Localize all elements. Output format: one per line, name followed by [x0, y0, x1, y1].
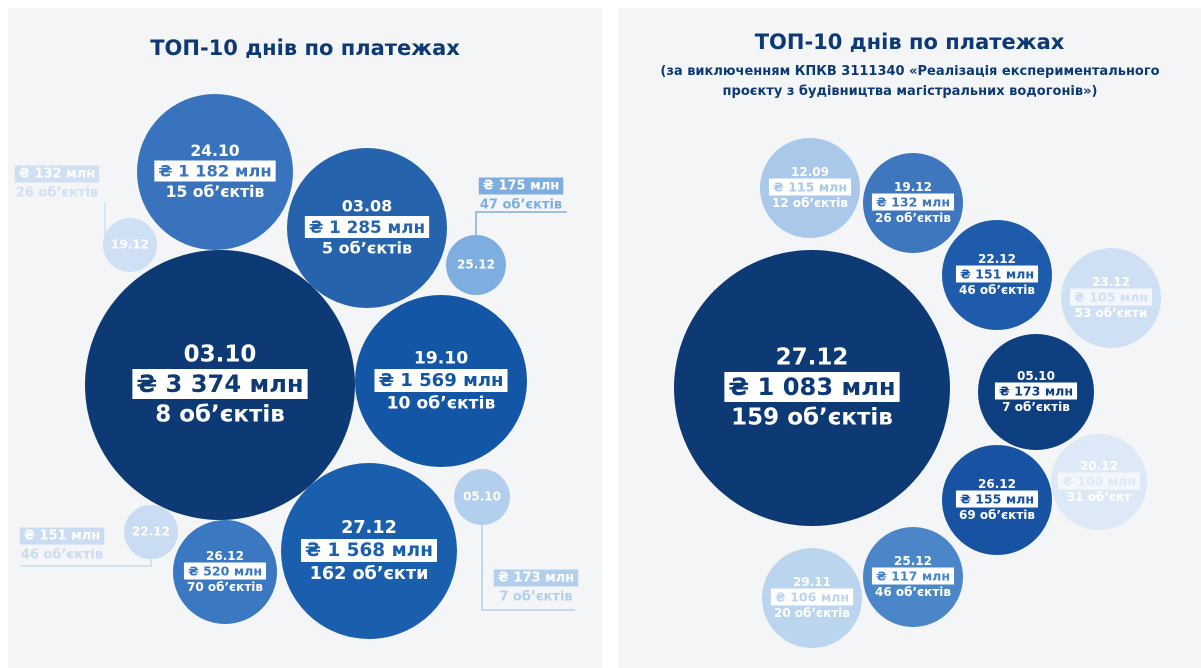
- bubble-date: 22.12: [978, 252, 1016, 266]
- value-label: ₴ 1 182 млн: [158, 162, 271, 181]
- bubble-date: 22.12: [132, 525, 170, 539]
- chart-subtitle: (за виключенням КПКВ 3111340 «Реалізація…: [660, 64, 1160, 99]
- value-box: [1057, 472, 1141, 490]
- bubble-date: 29.11: [793, 575, 831, 589]
- objects-label: 162 об’єкти: [310, 564, 429, 584]
- bubble: [124, 505, 178, 559]
- value-box: [183, 562, 267, 580]
- objects-label: 31 об’єкт: [1067, 490, 1131, 504]
- value-box: [304, 216, 430, 238]
- bubble-date: 26.12: [978, 477, 1016, 491]
- bubble-date: 19.10: [414, 349, 468, 369]
- value-box: [871, 567, 955, 585]
- value-box: [871, 193, 955, 211]
- objects-label: 46 об’єктів: [875, 585, 951, 599]
- chart-title: ТОП-10 днів по платежах: [754, 30, 1065, 54]
- value-label: ₴ 132 млн: [19, 167, 96, 182]
- bubble-date: 23.12: [1092, 275, 1130, 289]
- objects-label: 20 об’єктів: [774, 606, 850, 620]
- bubble-date: 26.12: [206, 549, 244, 563]
- value-box: [478, 177, 564, 195]
- value-label: ₴ 100 млн: [1062, 474, 1136, 489]
- objects-label: 159 об’єктів: [731, 404, 893, 430]
- value-label: ₴ 105 млн: [1074, 290, 1148, 305]
- value-label: ₴ 173 млн: [498, 571, 575, 586]
- chart-title: ТОП-10 днів по платежах: [150, 36, 460, 60]
- bubble-date: 03.08: [342, 197, 393, 216]
- objects-label: 53 об’єкти: [1075, 306, 1148, 320]
- value-label: ₴ 1 568 млн: [305, 540, 433, 561]
- value-label: ₴ 1 083 млн: [728, 373, 895, 401]
- bubble-date: 20.12: [1080, 459, 1118, 473]
- value-box: [955, 265, 1039, 283]
- callout-line: [481, 525, 575, 611]
- value-label: ₴ 3 374 млн: [136, 370, 303, 398]
- bubble: [454, 469, 510, 525]
- callout-line: [20, 559, 152, 567]
- value-label: ₴ 151 млн: [24, 529, 101, 544]
- value-label: ₴ 106 млн: [775, 590, 849, 605]
- value-box: [724, 372, 900, 402]
- value-label: ₴ 117 млн: [876, 569, 950, 584]
- bubble-date: 25.12: [457, 258, 495, 272]
- bubble-date: 27.12: [776, 345, 849, 371]
- objects-label: 8 об’єктів: [155, 401, 285, 427]
- objects-label: 10 об’єктів: [387, 393, 496, 413]
- objects-label: 7 об’єктів: [499, 590, 572, 605]
- objects-label: 47 об’єктів: [480, 198, 562, 213]
- value-label: ₴ 132 млн: [876, 195, 950, 210]
- bubble-date: 03.10: [184, 342, 257, 368]
- value-label: ₴ 155 млн: [960, 492, 1034, 507]
- value-box: [154, 160, 276, 182]
- value-label: ₴ 520 млн: [188, 564, 262, 579]
- objects-label: 70 об’єктів: [187, 580, 263, 594]
- objects-label: 26 об’єктів: [875, 211, 951, 225]
- bubble-date: 25.12: [894, 554, 932, 568]
- bubble: [446, 235, 506, 295]
- value-box: [14, 165, 100, 183]
- objects-label: 15 об’єктів: [166, 183, 265, 201]
- bubble-date: 05.10: [1017, 369, 1055, 383]
- bubble-date: 19.12: [894, 180, 932, 194]
- bubble-date: 19.12: [111, 238, 149, 252]
- value-box: [770, 588, 854, 606]
- value-label: ₴ 151 млн: [960, 267, 1034, 282]
- bubble: [103, 218, 157, 272]
- bubble-date: 12.09: [791, 165, 829, 179]
- value-box: [132, 369, 308, 399]
- callout-line: [475, 211, 567, 235]
- value-label: ₴ 1 569 млн: [378, 370, 503, 391]
- objects-label: 7 об’єктів: [1002, 400, 1070, 414]
- objects-label: 46 об’єктів: [959, 283, 1035, 297]
- value-box: [301, 539, 437, 562]
- objects-label: 46 об’єктів: [21, 548, 103, 563]
- bubble-date: 24.10: [190, 142, 239, 160]
- value-box: [493, 569, 579, 587]
- callout-line: [103, 202, 106, 246]
- objects-label: 26 об’єктів: [16, 186, 98, 201]
- value-box: [768, 178, 852, 196]
- objects-label: 5 об’єктів: [322, 238, 412, 257]
- value-box: [374, 369, 508, 392]
- value-box: [955, 490, 1039, 508]
- value-box: [1069, 288, 1153, 306]
- value-label: ₴ 175 млн: [483, 179, 560, 194]
- value-label: ₴ 115 млн: [773, 180, 847, 195]
- value-box: [19, 527, 105, 545]
- value-box: [994, 382, 1078, 400]
- bubble-date: 27.12: [341, 518, 397, 538]
- value-label: ₴ 173 млн: [999, 384, 1073, 399]
- bubble-date: 05.10: [463, 490, 501, 504]
- objects-label: 69 об’єктів: [959, 508, 1035, 522]
- objects-label: 12 об’єктів: [772, 196, 848, 210]
- value-label: ₴ 1 285 млн: [309, 217, 425, 237]
